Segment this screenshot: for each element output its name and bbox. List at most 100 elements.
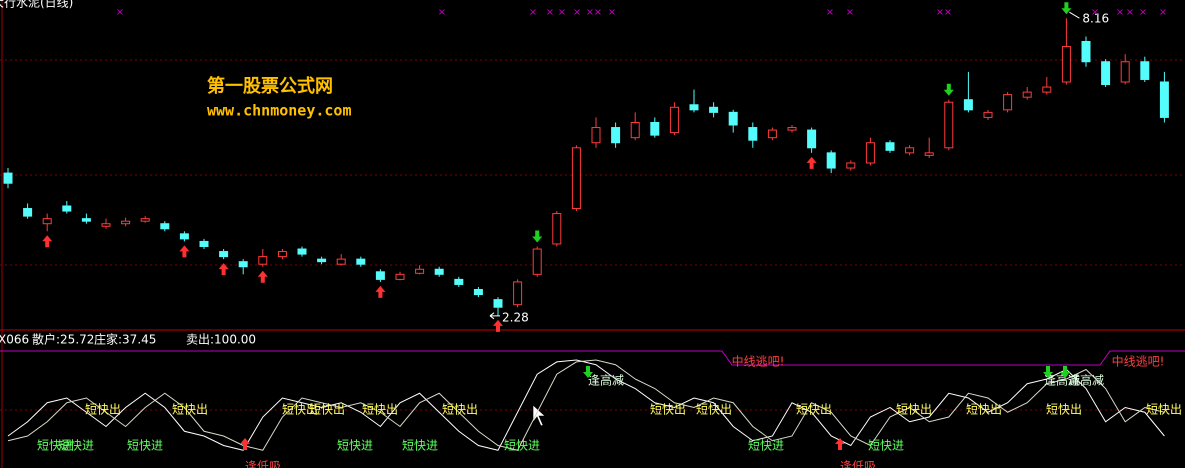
- candle-body: [611, 127, 621, 144]
- candle-body: [219, 251, 229, 258]
- absorb-label: 逢低吸: [840, 460, 876, 468]
- sell-label: 短快出: [362, 403, 398, 417]
- signal-arrow: [493, 319, 503, 332]
- candle-body: [42, 218, 52, 225]
- indicator-line: [7, 359, 1165, 451]
- candle-body: [258, 256, 268, 265]
- candle-body: [513, 281, 523, 306]
- candle-body: [983, 111, 993, 118]
- candle-body: [277, 251, 287, 258]
- escape-label: 中线逃吧!: [1112, 354, 1165, 369]
- candle-body: [3, 172, 13, 184]
- top-marker: ×: [1116, 7, 1124, 18]
- top-marker: ×: [438, 7, 446, 18]
- top-marker: ×: [608, 7, 616, 18]
- signal-arrow: [532, 230, 543, 243]
- candle-body: [297, 248, 307, 255]
- top-marker: ×: [558, 7, 566, 18]
- absorb-label: 逢低吸: [245, 460, 281, 468]
- top-marker: ×: [573, 7, 581, 18]
- label-pointer: [1069, 11, 1080, 19]
- candle-body: [846, 162, 856, 169]
- sell-label: 短快出: [172, 403, 208, 417]
- candle-body: [963, 99, 973, 111]
- signal-arrow: [42, 235, 53, 248]
- sell-label: 短快出: [650, 403, 686, 417]
- candle-body: [1120, 61, 1130, 83]
- chart-title: 大行水泥(日线): [0, 0, 73, 10]
- top-marker: ×: [826, 7, 834, 18]
- signal-arrow: [1060, 366, 1070, 378]
- mouse-cursor: [532, 404, 546, 427]
- candle-body: [415, 268, 425, 274]
- candle-body: [532, 248, 542, 275]
- buy-label: 短快进: [868, 439, 904, 453]
- sell-label: 短快出: [1146, 403, 1182, 417]
- top-marker: ×: [594, 7, 602, 18]
- candle-body: [1061, 46, 1071, 83]
- candle-body: [81, 218, 91, 222]
- candle-body: [317, 258, 327, 263]
- candle-body: [121, 220, 131, 225]
- candle-body: [395, 273, 405, 280]
- reduce-label: 逢高减: [1068, 373, 1104, 388]
- low-label: 2.28: [502, 310, 529, 324]
- candle-body: [1081, 41, 1091, 63]
- candle-body: [473, 289, 483, 296]
- buy-label: 短快进: [748, 439, 784, 453]
- signal-arrow: [806, 156, 817, 169]
- top-marker: ×: [1091, 7, 1099, 18]
- sell-label: 短快出: [966, 403, 1002, 417]
- candle-body: [336, 258, 346, 265]
- candle-body: [140, 218, 150, 222]
- signal-arrow: [835, 438, 845, 450]
- candle-body: [1042, 86, 1052, 93]
- signal-arrow: [218, 263, 229, 276]
- sell-label: 短快出: [282, 403, 318, 417]
- candle-body: [767, 129, 777, 139]
- top-marker: ×: [546, 7, 554, 18]
- candle-body: [62, 205, 72, 212]
- top-marker: ×: [116, 7, 124, 18]
- signal-arrow: [179, 245, 190, 258]
- indicator-title: X066: [0, 333, 29, 347]
- top-marker: ×: [1159, 7, 1167, 18]
- candle-body: [1140, 61, 1150, 80]
- buy-label: 短快进: [37, 439, 73, 453]
- candle-body: [23, 208, 33, 217]
- candle-body: [826, 152, 836, 169]
- reduce-label: 逢高减: [588, 373, 624, 388]
- label-pointer: [489, 312, 500, 320]
- sell-label: 短快出: [85, 403, 121, 417]
- candle-body: [689, 104, 699, 111]
- candle-body: [748, 127, 758, 141]
- candle-body: [1003, 94, 1013, 111]
- buy-label: 短快进: [402, 439, 438, 453]
- candle-body: [571, 147, 581, 210]
- watermark-url: www.chnmoney.com: [207, 102, 352, 120]
- candle-body: [650, 121, 660, 136]
- sell-label: 短快出: [696, 403, 732, 417]
- candle-body: [885, 142, 895, 151]
- reduce-label: 逢高减: [1044, 373, 1080, 388]
- candle-body: [179, 233, 189, 240]
- indicator-line: [7, 359, 1165, 451]
- sell-label: 短快出: [896, 403, 932, 417]
- candle-body: [434, 268, 444, 275]
- top-marker: ×: [944, 7, 952, 18]
- candle-body: [807, 129, 817, 149]
- candle-body: [709, 106, 719, 113]
- legend-entry: 庄家:37.45: [94, 332, 156, 347]
- signal-arrow: [583, 366, 593, 378]
- candle-body: [944, 101, 954, 149]
- buy-label: 短快进: [58, 439, 94, 453]
- candle-body: [924, 152, 934, 156]
- candle-body: [238, 261, 248, 268]
- candle-body: [865, 142, 875, 164]
- candle-body: [356, 258, 366, 265]
- candle-body: [493, 299, 503, 308]
- candle-body: [787, 127, 797, 131]
- legend-entry: 散户:25.72: [32, 332, 94, 347]
- candle-body: [1101, 61, 1111, 86]
